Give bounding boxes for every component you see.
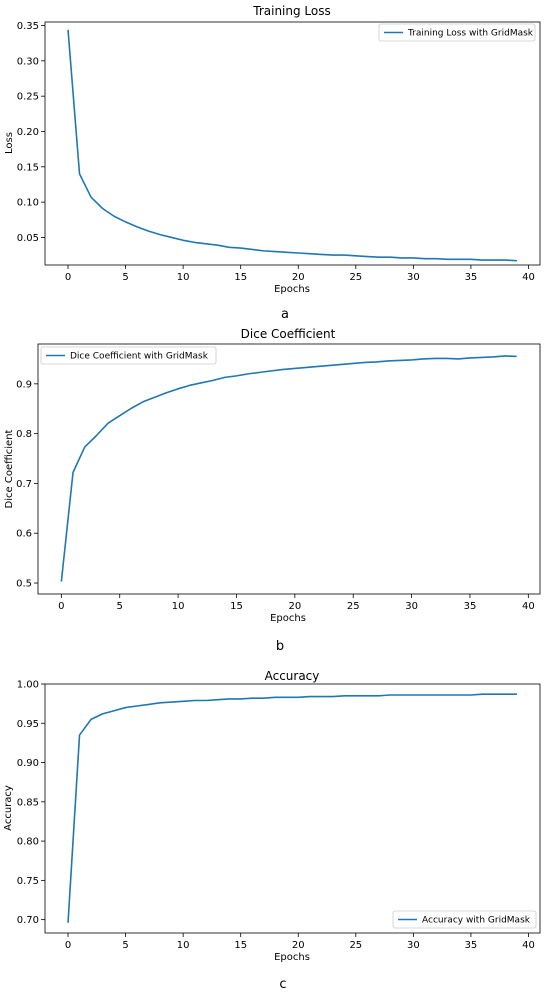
plot-area <box>37 343 541 595</box>
series-layer <box>67 693 517 923</box>
series-layer <box>60 355 517 582</box>
x-tick-label: 10 <box>177 272 190 283</box>
chart-caption: c <box>279 977 286 992</box>
y-tick-label: 0.35 <box>17 21 39 32</box>
x-axis-label: Epochs <box>274 952 310 963</box>
y-tick-label: 0.30 <box>17 56 39 67</box>
x-tick-label: 10 <box>177 940 190 951</box>
chart-dice-coefficient: Dice Coefficient 0 5 10 15 20 25 30 35 40 0.5 0.6… <box>4 327 541 654</box>
x-tick-label: 25 <box>347 601 360 612</box>
chart-training-loss: Training Loss 0 5 10 15 20 25 30 35 40 0.050.100… <box>4 4 541 322</box>
x-tick-label: 35 <box>464 601 477 612</box>
y-tick-label: 0.90 <box>17 758 39 769</box>
legend: Dice Coefficient with GridMask <box>40 346 217 365</box>
x-tick-label: 15 <box>234 272 247 283</box>
legend-label: Dice Coefficient with GridMask <box>70 352 209 362</box>
legend: Training Loss with GridMask <box>378 23 536 42</box>
x-tick-label: 5 <box>117 601 123 612</box>
chart-caption: a <box>281 307 289 322</box>
x-tick-label: 15 <box>234 940 247 951</box>
x-tick-label: 30 <box>405 601 418 612</box>
x-tick-label: 20 <box>292 272 305 283</box>
series-line-0 <box>60 355 517 582</box>
x-axis: 0 5 10 15 20 25 30 35 40 <box>58 594 535 612</box>
x-tick-label: 40 <box>522 601 535 612</box>
y-tick-label: 0.20 <box>17 127 39 138</box>
chart-caption: b <box>276 639 284 654</box>
x-tick-label: 5 <box>122 940 128 951</box>
y-axis-label: Accuracy <box>3 785 14 831</box>
y-axis: 0.5 0.6 0.7 0.8 0.9 <box>16 379 38 590</box>
legend-frame <box>378 23 536 42</box>
legend-label: Training Loss with GridMask <box>407 29 534 39</box>
y-axis-label: Dice Coefficient <box>4 429 15 508</box>
y-tick-label: 0.80 <box>17 837 39 848</box>
series-line-0 <box>67 693 517 923</box>
y-tick-label: 0.5 <box>16 579 32 590</box>
chart-title: Dice Coefficient <box>241 327 336 341</box>
series-layer <box>67 29 518 262</box>
x-tick-label: 25 <box>349 272 362 283</box>
x-tick-label: 30 <box>407 272 420 283</box>
x-tick-label: 5 <box>122 272 128 283</box>
legend-label: Accuracy with GridMask <box>422 916 531 926</box>
x-tick-label: 25 <box>349 940 362 951</box>
plot-area <box>44 21 541 266</box>
y-tick-label: 0.9 <box>16 379 32 390</box>
legend-frame <box>40 346 217 365</box>
y-tick-label: 0.75 <box>17 876 39 887</box>
x-tick-label: 20 <box>292 940 305 951</box>
y-tick-label: 0.15 <box>17 162 39 173</box>
y-tick-label: 0.8 <box>16 429 32 440</box>
x-axis-label: Epochs <box>274 284 310 295</box>
series-line-0 <box>67 29 518 262</box>
x-tick-label: 0 <box>65 272 71 283</box>
y-axis-label: Loss <box>4 132 15 154</box>
y-tick-label: 0.6 <box>16 529 32 540</box>
x-tick-label: 10 <box>172 601 185 612</box>
x-tick-label: 40 <box>522 272 535 283</box>
x-tick-label: 0 <box>58 601 64 612</box>
y-axis: 0.05 0.10 0.15 0.20 0.25 0.30 0.35 <box>17 21 45 244</box>
x-axis: 0 5 10 15 20 25 30 35 40 <box>65 265 535 283</box>
legend: Accuracy with GridMask <box>392 910 537 929</box>
y-tick-label: 0.85 <box>17 797 39 808</box>
x-axis-label: Epochs <box>270 613 306 624</box>
y-axis: 0.70 0.75 0.80 0.85 0.90 0.95 1.00 <box>17 680 45 926</box>
x-axis: 0 5 10 15 20 25 30 35 40 <box>65 933 535 951</box>
x-tick-label: 0 <box>65 940 71 951</box>
plot-area <box>44 683 541 934</box>
x-tick-label: 15 <box>230 601 243 612</box>
y-tick-label: 0.25 <box>17 92 39 103</box>
y-tick-label: 0.70 <box>17 915 39 926</box>
x-tick-label: 20 <box>288 601 301 612</box>
y-tick-label: 0.95 <box>17 719 39 730</box>
x-tick-label: 40 <box>522 940 535 951</box>
legend-frame <box>392 910 537 929</box>
y-tick-label: 1.00 <box>17 680 39 691</box>
chart-title: Training Loss <box>252 4 330 18</box>
x-tick-label: 35 <box>465 940 478 951</box>
y-tick-label: 0.10 <box>17 198 39 209</box>
y-tick-label: 0.05 <box>17 233 39 244</box>
y-tick-label: 0.7 <box>16 479 32 490</box>
x-tick-label: 30 <box>407 940 420 951</box>
chart-title: Accuracy <box>265 669 320 683</box>
chart-accuracy: Accuracy 0 5 10 15 20 25 30 35 40 0.700.750.800.… <box>3 669 541 992</box>
x-tick-label: 35 <box>465 272 478 283</box>
